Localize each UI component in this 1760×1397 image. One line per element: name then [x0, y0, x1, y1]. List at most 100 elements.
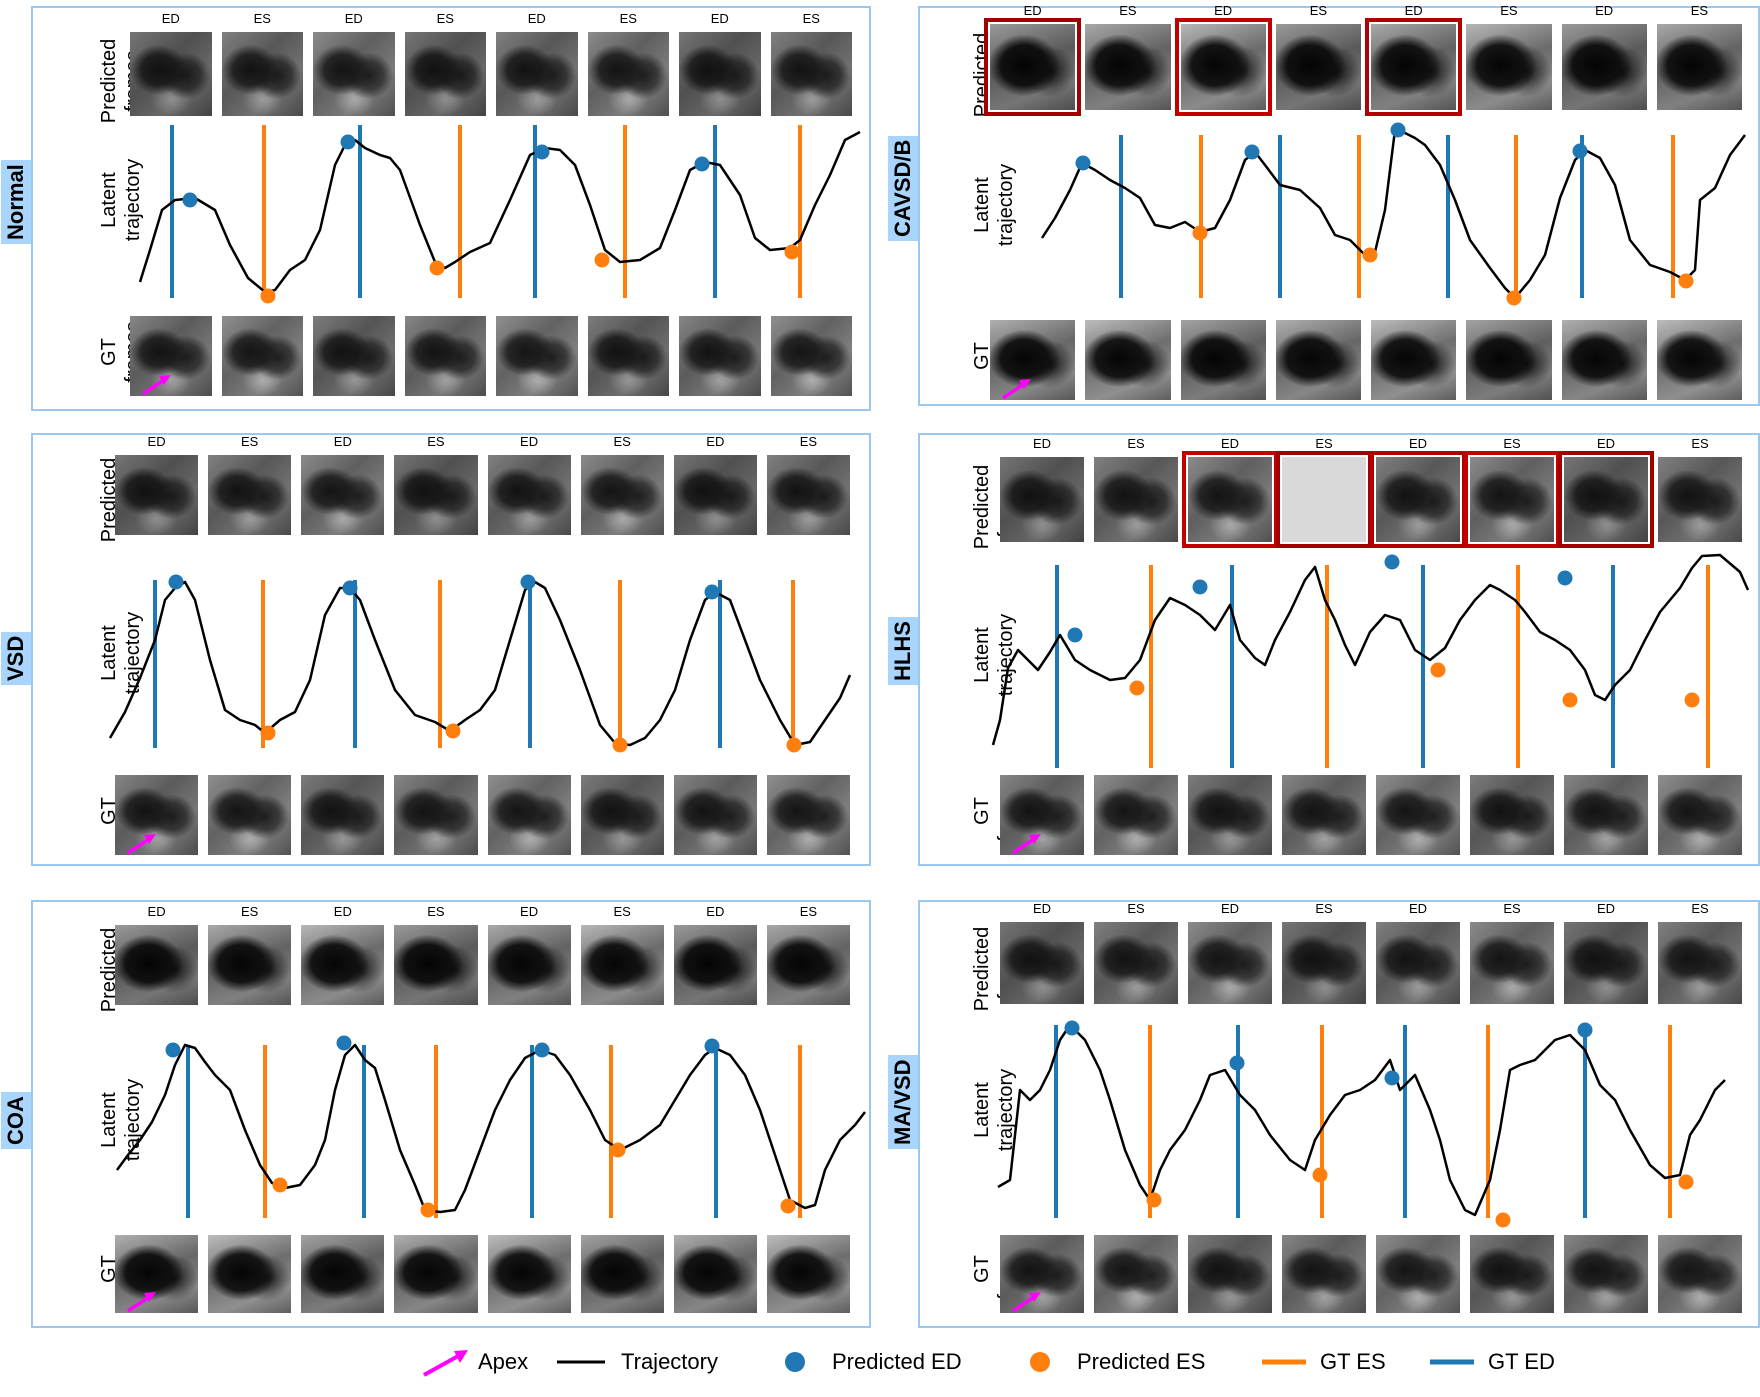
gt-frame: [1000, 775, 1084, 855]
gt-frame: [1094, 1235, 1178, 1313]
gt-frame: [990, 320, 1076, 400]
phase-label: ES: [1503, 901, 1521, 916]
gt-frame: [1371, 320, 1457, 400]
apex-arrow-shaft: [127, 1295, 150, 1313]
panel-vsd: [31, 433, 871, 866]
legend-gt-ed-label: GT ED: [1488, 1349, 1555, 1374]
apex-arrow-shaft: [1012, 1295, 1035, 1313]
gt-frame: [1085, 320, 1171, 400]
apex-arrow-icon: [142, 375, 171, 396]
phase-label: ES: [1315, 436, 1333, 451]
gt-frame: [313, 316, 395, 396]
apex-arrow-icon: [127, 1292, 156, 1313]
gt-frame: [1656, 320, 1742, 400]
predicted-frame: [1275, 24, 1361, 110]
gt-frame: [301, 775, 385, 855]
predicted-frame: [1094, 457, 1178, 542]
phase-label: ES: [1690, 3, 1709, 18]
trajectory-line-icon: [557, 1360, 605, 1364]
class-label: Normal: [1, 159, 31, 244]
latent-trajectory-label: Latent trajectory: [98, 611, 144, 694]
phase-label: ES: [241, 904, 259, 919]
predicted-frame: [679, 32, 761, 116]
apex-arrow-head: [1019, 379, 1031, 389]
predicted-frame: [1370, 451, 1466, 548]
predicted-frame: [115, 455, 199, 535]
phase-label: ED: [1404, 3, 1423, 18]
gt-frame: [580, 775, 664, 855]
phase-label: ES: [799, 904, 818, 919]
latent-trajectory-label: Latent trajectory: [971, 613, 1017, 697]
predicted-frame: [1464, 451, 1560, 548]
phase-label: ED: [1032, 901, 1052, 916]
predicted-frame: [1558, 451, 1654, 548]
predicted-frame: [766, 455, 850, 535]
gt-frame: [496, 316, 578, 396]
predicted-frame: [1276, 451, 1372, 548]
predicted-frame: [208, 925, 292, 1005]
legend-gt-ed: GT ED: [1428, 1340, 1555, 1384]
phase-label: ED: [706, 904, 725, 919]
legend-apex: Apex: [420, 1340, 528, 1384]
gt-frame: [208, 775, 292, 855]
gt-frame: [1466, 320, 1552, 400]
phase-label: ED: [1214, 3, 1233, 18]
legend-gt-es-label: GT ES: [1320, 1349, 1386, 1374]
phase-label: ES: [619, 11, 637, 26]
apex-arrow-head: [159, 375, 171, 385]
gt-frame: [1282, 775, 1366, 855]
gt-frame: [208, 1235, 292, 1313]
gt-frame: [1561, 320, 1647, 400]
legend-predicted-es-label: Predicted ES: [1077, 1349, 1206, 1374]
latent-trajectory-label: Latent trajectory: [971, 1068, 1017, 1152]
predicted-frame: [766, 925, 850, 1005]
class-label: COA: [1, 1092, 31, 1149]
latent-trajectory-label: Latent trajectory: [98, 1078, 144, 1162]
gt-frame: [394, 775, 478, 855]
predicted-frame: [1466, 24, 1552, 110]
phase-label: ES: [1691, 436, 1709, 451]
predicted-frame: [487, 925, 571, 1005]
phase-label: ES: [1127, 436, 1145, 451]
predicted-frame: [1094, 922, 1178, 1004]
phase-label: ED: [1023, 3, 1042, 18]
class-label: CAVSD/B: [888, 135, 918, 241]
phase-label: ES: [427, 904, 445, 919]
phase-label: ES: [802, 11, 820, 26]
predicted-frame: [1561, 24, 1647, 110]
phase-label: ES: [241, 434, 259, 449]
panel-hlhs: [918, 433, 1760, 866]
gt-frame: [580, 1235, 664, 1313]
predicted-frame: [221, 32, 303, 116]
apex-arrow-icon: [1012, 1292, 1041, 1313]
apex-arrow-icon: [1002, 379, 1031, 400]
predicted-frame: [1188, 922, 1272, 1004]
phase-label: ED: [1220, 901, 1240, 916]
phase-label: ED: [706, 434, 725, 449]
predicted-frame: [487, 455, 571, 535]
legend-trajectory: Trajectory: [553, 1340, 718, 1384]
phase-label: ED: [1220, 436, 1240, 451]
gt-frame: [766, 775, 850, 855]
latent-trajectory-label: Latent trajectory: [971, 163, 1017, 247]
gt-ed-line-icon: [1430, 1359, 1474, 1365]
predicted-frame: [1656, 24, 1742, 110]
phase-label: ED: [520, 434, 539, 449]
gt-frame: [587, 316, 669, 396]
predicted-frame: [313, 32, 395, 116]
phase-label: ES: [1315, 901, 1333, 916]
phase-label: ED: [1408, 901, 1428, 916]
phase-label: ED: [147, 434, 166, 449]
class-label: MA/VSD: [888, 1055, 918, 1149]
gt-frame: [404, 316, 486, 396]
apex-arrow-shaft: [142, 378, 165, 396]
predicted-frame: [1658, 457, 1742, 542]
legend-gt-es: GT ES: [1260, 1340, 1386, 1384]
gt-frame: [487, 1235, 571, 1313]
gt-frame: [1188, 775, 1272, 855]
gt-frame: [1564, 1235, 1648, 1313]
gt-frame: [679, 316, 761, 396]
gt-frame: [221, 316, 303, 396]
predicted-frame: [301, 925, 385, 1005]
predicted-es-dot-icon: [1030, 1352, 1050, 1372]
